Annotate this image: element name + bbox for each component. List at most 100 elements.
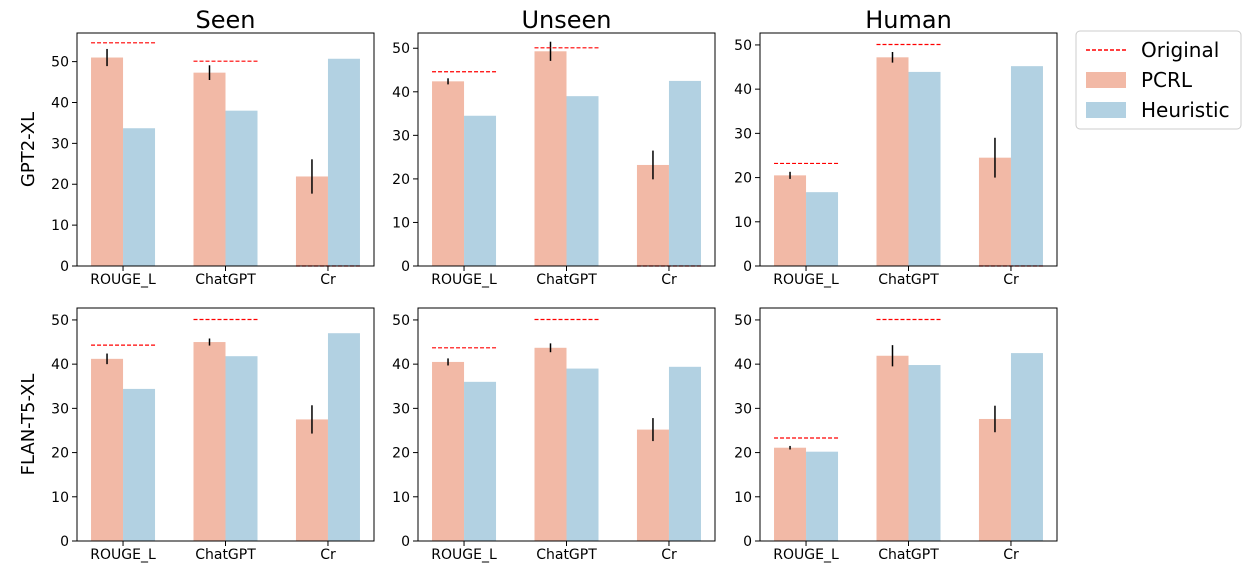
bar-heuristic bbox=[327, 333, 360, 541]
y-tick-label: 0 bbox=[401, 534, 410, 550]
bar-pcrl bbox=[295, 419, 328, 541]
y-tick-label: 0 bbox=[743, 534, 752, 550]
y-tick-label: 30 bbox=[392, 128, 410, 144]
y-tick-label: 40 bbox=[392, 357, 410, 373]
legend-label: Heuristic bbox=[1141, 98, 1230, 122]
x-tick-label: Cr bbox=[661, 547, 677, 563]
panel-gpt2-xl-seen: 0 10 20 30 40 50 ROUGE_L ChatGPT Cr bbox=[51, 32, 375, 288]
x-tick-label: ROUGE_L bbox=[90, 547, 156, 563]
bar-heuristic bbox=[1010, 353, 1043, 541]
panel-flan-t5-xl-unseen: 0 10 20 30 40 50 ROUGE_L ChatGPT Cr bbox=[392, 307, 716, 563]
x-tick-label: Cr bbox=[320, 547, 336, 563]
bar-heuristic bbox=[566, 96, 599, 266]
y-tick-label: 40 bbox=[734, 357, 752, 373]
bar-heuristic bbox=[123, 388, 156, 541]
bar-heuristic bbox=[806, 451, 839, 541]
bar-pcrl bbox=[534, 51, 567, 266]
bar-pcrl bbox=[432, 81, 465, 266]
panel-flan-t5-xl-human: 0 10 20 30 40 50 ROUGE_L ChatGPT Cr bbox=[734, 307, 1058, 563]
column-title: Unseen bbox=[521, 6, 611, 34]
y-tick-label: 0 bbox=[743, 259, 752, 275]
bar-heuristic bbox=[908, 365, 941, 541]
legend-swatch-pcrl bbox=[1086, 72, 1126, 88]
bar-heuristic bbox=[806, 192, 839, 266]
column-title: Seen bbox=[196, 6, 256, 34]
y-tick-label: 20 bbox=[392, 446, 410, 462]
y-tick-label: 10 bbox=[392, 215, 410, 231]
y-tick-label: 50 bbox=[734, 38, 752, 54]
y-tick-label: 10 bbox=[51, 218, 69, 234]
bar-pcrl bbox=[91, 358, 124, 541]
x-tick-label: Cr bbox=[320, 272, 336, 288]
y-tick-label: 50 bbox=[51, 313, 69, 329]
y-tick-label: 10 bbox=[392, 490, 410, 506]
y-tick-label: 40 bbox=[51, 357, 69, 373]
y-tick-label: 0 bbox=[401, 259, 410, 275]
x-tick-label: ROUGE_L bbox=[431, 272, 497, 288]
y-tick-label: 50 bbox=[392, 313, 410, 329]
y-tick-label: 50 bbox=[51, 55, 69, 71]
x-tick-label: ChatGPT bbox=[195, 272, 256, 288]
bar-heuristic bbox=[123, 128, 156, 266]
y-tick-label: 10 bbox=[734, 490, 752, 506]
panel-flan-t5-xl-seen: 0 10 20 30 40 50 ROUGE_L ChatGPT Cr bbox=[51, 307, 375, 563]
x-tick-label: Cr bbox=[661, 272, 677, 288]
bar-pcrl bbox=[774, 175, 807, 266]
panel-gpt2-xl-unseen: 0 10 20 30 40 50 ROUGE_L ChatGPT Cr bbox=[392, 32, 716, 288]
row-title: FLAN-T5-XL bbox=[18, 374, 39, 476]
bar-pcrl bbox=[636, 429, 669, 541]
legend-swatch-heuristic bbox=[1086, 102, 1126, 118]
bar-pcrl bbox=[91, 57, 124, 266]
bar-heuristic bbox=[464, 381, 497, 541]
x-tick-label: ChatGPT bbox=[536, 547, 597, 563]
x-tick-label: ROUGE_L bbox=[90, 272, 156, 288]
panel-frame bbox=[76, 307, 375, 542]
bar-heuristic bbox=[464, 115, 497, 266]
x-tick-label: ChatGPT bbox=[878, 547, 939, 563]
panel-frame bbox=[759, 32, 1058, 267]
y-tick-label: 40 bbox=[734, 82, 752, 98]
bar-heuristic bbox=[566, 368, 599, 541]
y-tick-label: 30 bbox=[51, 401, 69, 417]
bar-pcrl bbox=[876, 57, 909, 266]
y-tick-label: 20 bbox=[51, 177, 69, 193]
bar-heuristic bbox=[668, 366, 701, 541]
bar-heuristic bbox=[1010, 66, 1043, 266]
y-tick-label: 40 bbox=[51, 95, 69, 111]
y-tick-label: 20 bbox=[51, 446, 69, 462]
panel-gpt2-xl-human: 0 10 20 30 40 50 ROUGE_L ChatGPT Cr bbox=[734, 32, 1058, 288]
x-tick-label: ChatGPT bbox=[536, 272, 597, 288]
y-tick-label: 30 bbox=[734, 126, 752, 142]
y-tick-label: 30 bbox=[51, 136, 69, 152]
y-tick-label: 10 bbox=[734, 215, 752, 231]
legend: Original PCRL Heuristic bbox=[1075, 30, 1242, 130]
bar-pcrl bbox=[432, 361, 465, 541]
x-tick-label: ROUGE_L bbox=[773, 272, 839, 288]
bar-heuristic bbox=[908, 71, 941, 267]
bar-pcrl bbox=[193, 72, 226, 266]
x-tick-label: ROUGE_L bbox=[431, 547, 497, 563]
legend-label: PCRL bbox=[1141, 68, 1193, 92]
y-tick-label: 0 bbox=[60, 259, 69, 275]
panel-frame bbox=[76, 32, 375, 267]
bar-pcrl bbox=[774, 447, 807, 541]
y-tick-label: 50 bbox=[734, 313, 752, 329]
x-tick-label: ChatGPT bbox=[878, 272, 939, 288]
x-tick-label: Cr bbox=[1003, 547, 1019, 563]
row-title: GPT2-XL bbox=[18, 112, 39, 187]
y-tick-label: 10 bbox=[51, 490, 69, 506]
bar-pcrl bbox=[534, 347, 567, 541]
x-tick-label: ROUGE_L bbox=[773, 547, 839, 563]
bar-heuristic bbox=[668, 80, 701, 266]
column-title: Human bbox=[865, 6, 952, 34]
bar-pcrl bbox=[193, 342, 226, 541]
bar-pcrl bbox=[876, 355, 909, 541]
x-tick-label: ChatGPT bbox=[195, 547, 256, 563]
y-tick-label: 20 bbox=[734, 446, 752, 462]
legend-label: Original bbox=[1141, 38, 1219, 62]
panel-frame bbox=[417, 32, 716, 267]
y-tick-label: 30 bbox=[392, 401, 410, 417]
y-tick-label: 30 bbox=[734, 401, 752, 417]
y-tick-label: 20 bbox=[392, 172, 410, 188]
